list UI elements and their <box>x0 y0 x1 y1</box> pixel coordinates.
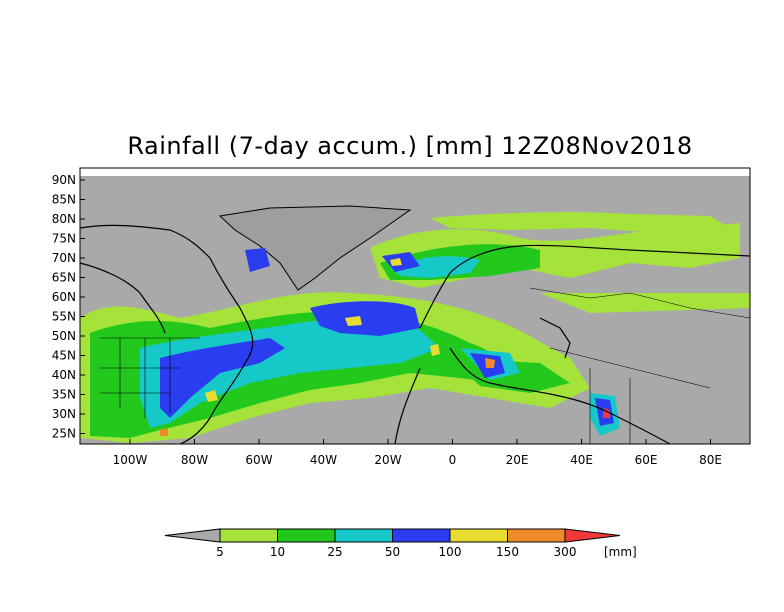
lon-label: 80E <box>699 453 722 467</box>
lat-label: 85N <box>52 193 76 207</box>
map-frame <box>79 167 751 445</box>
latitude-axis: 90N 85N 80N 75N 70N 65N 60N 55N 50N 45N 40N 35N 30N 2… <box>52 173 85 441</box>
coastlines <box>79 224 751 445</box>
lon-label: 0 <box>449 453 457 467</box>
lat-label: 30N <box>52 407 76 421</box>
colorbar: 5 10 25 50 100 150 300 [mm] <box>164 528 637 559</box>
map-canvas: 90N 85N 80N 75N 70N 65N 60N 55N 50N 45N 40N 35N 30N 2… <box>52 167 751 467</box>
greenland-landmass <box>218 205 412 291</box>
lat-label: 75N <box>52 232 76 246</box>
lon-label: 40E <box>570 453 593 467</box>
rain-field <box>80 212 750 443</box>
colorbar-level-label: 10 <box>270 545 285 559</box>
colorbar-level-label: 50 <box>385 545 400 559</box>
colorbar-over-triangle <box>564 528 621 543</box>
colorbar-box <box>449 528 508 543</box>
lon-label: 80W <box>181 453 208 467</box>
colorbar-box <box>334 528 393 543</box>
colorbar-level-label: 5 <box>216 545 224 559</box>
country-borders <box>100 287 751 444</box>
lat-label: 65N <box>52 271 76 285</box>
lon-label: 60E <box>635 453 658 467</box>
lon-label: 20E <box>506 453 529 467</box>
lon-label: 20W <box>374 453 401 467</box>
lon-label: 60W <box>245 453 272 467</box>
colorbar-box <box>277 528 336 543</box>
colorbar-box <box>392 528 451 543</box>
colorbar-level-label: 150 <box>496 545 519 559</box>
longitude-axis: 100W 80W 60W 40W 20W 0 20E 40E 60E 80E <box>113 439 722 467</box>
lat-label: 50N <box>52 329 76 343</box>
lat-label: 80N <box>52 212 76 226</box>
lat-label: 60N <box>52 290 76 304</box>
map-title: Rainfall (7-day accum.) [mm] 12Z08Nov201… <box>127 132 693 160</box>
lat-label: 45N <box>52 349 76 363</box>
colorbar-level-label: 100 <box>439 545 462 559</box>
lon-label: 100W <box>113 453 148 467</box>
lat-label: 55N <box>52 310 76 324</box>
lat-label: 90N <box>52 173 76 187</box>
colorbar-under-triangle <box>164 528 221 543</box>
colorbar-box <box>507 528 566 543</box>
lat-label: 35N <box>52 388 76 402</box>
lat-label: 70N <box>52 251 76 265</box>
lat-label: 25N <box>52 427 76 441</box>
rainfall-map: 90N 85N 80N 75N 70N 65N 60N 55N 50N 45N 40N 35N 30N 2… <box>52 167 751 467</box>
colorbar-level-label: 25 <box>327 545 342 559</box>
colorbar-unit-label: [mm] <box>604 545 637 559</box>
lon-label: 40W <box>310 453 337 467</box>
lat-label: 40N <box>52 368 76 382</box>
colorbar-level-label: 300 <box>554 545 577 559</box>
colorbar-box <box>219 528 278 543</box>
